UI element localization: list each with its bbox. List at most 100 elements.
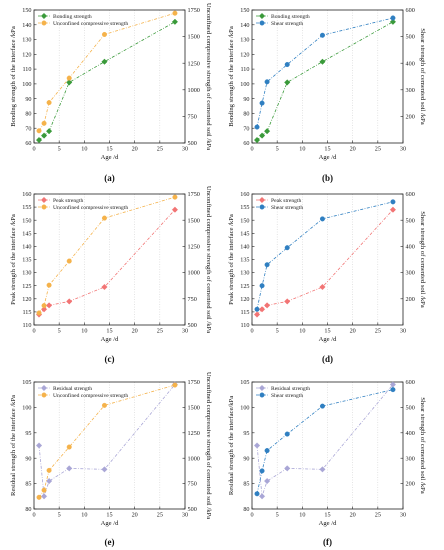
y-left-tick-label: 140 (22, 22, 31, 29)
y-right-tick-label: 500 (188, 140, 197, 147)
x-tick-label: 0 (32, 328, 35, 335)
x-tick-label: 25 (375, 512, 381, 519)
y-left-tick-label: 60 (25, 140, 31, 147)
data-point (253, 136, 261, 144)
data-point (264, 262, 270, 268)
y-left-tick-label: 85 (243, 481, 249, 488)
data-point (319, 216, 325, 222)
y-left-tick-label: 85 (25, 481, 31, 488)
x-tick-label: 10 (81, 146, 87, 153)
panel-caption: (b) (322, 173, 333, 183)
y-left-tick-label: 140 (240, 22, 249, 29)
data-point (319, 466, 326, 473)
y-right-tick-label: 500 (406, 217, 415, 224)
x-tick-label: 25 (375, 146, 381, 153)
chart-panel-f: 0 5 10 15 20 25 30 80 85 90 95 100 105 200 300 400 500 60… (228, 379, 426, 547)
x-tick-label: 30 (182, 512, 188, 519)
y-right-tick-label: 500 (188, 322, 197, 329)
data-point (390, 387, 396, 393)
series-line (256, 209, 394, 315)
y-right-tick-label: 1000 (188, 455, 200, 462)
data-point (264, 448, 270, 454)
x-tick-label: 15 (106, 146, 112, 153)
legend-label: Unconfined compressive strength (53, 204, 128, 211)
data-point (319, 32, 325, 38)
y-left-tick-label: 115 (22, 309, 31, 316)
y-left-tick-label: 150 (22, 7, 31, 14)
x-axis-title: Age /d (319, 336, 337, 343)
series-line (256, 389, 394, 494)
data-point (40, 493, 48, 500)
y-left-axis-title: Peak strength of the interface /kPa (10, 214, 17, 305)
y-left-tick-label: 80 (25, 111, 31, 118)
series-line (38, 384, 176, 497)
y-right-tick-label: 300 (406, 270, 415, 277)
x-tick-label: 5 (276, 328, 279, 335)
legend-marker (41, 20, 47, 26)
y-left-tick-label: 120 (22, 296, 31, 303)
chart-panel-a: 0 5 10 15 20 25 30 60 70 80 90 100 110 120 130 140 150 50… (10, 3, 212, 183)
x-tick-label: 0 (250, 328, 253, 335)
data-point (259, 283, 265, 289)
y-left-tick-label: 125 (22, 283, 31, 290)
chart-panel-d: 0 5 10 15 20 25 30 110 115 120 125 130 135 140 145 150 1… (228, 191, 426, 364)
y-right-axis-title: Unconfined compressive strength of cemen… (205, 372, 212, 519)
series-line (256, 21, 394, 141)
y-left-tick-label: 95 (25, 430, 31, 437)
data-point (258, 132, 266, 139)
y-left-tick-label: 60 (243, 140, 249, 147)
y-right-tick-label: 400 (406, 244, 415, 251)
data-point (66, 465, 73, 472)
data-point (41, 303, 47, 309)
legend-label: Shear strength (271, 205, 303, 211)
legend-label: Shear strength (271, 393, 303, 399)
data-point (66, 75, 72, 81)
y-left-tick-label: 160 (240, 191, 249, 198)
y-left-tick-label: 105 (22, 379, 31, 386)
y-left-tick-label: 105 (240, 379, 249, 386)
y-left-tick-label: 130 (240, 37, 249, 44)
x-tick-label: 10 (299, 146, 305, 153)
y-left-tick-label: 115 (240, 309, 249, 316)
data-point (264, 79, 270, 85)
y-right-tick-label: 750 (188, 481, 197, 488)
legend-marker (41, 392, 47, 398)
y-left-tick-label: 100 (22, 81, 31, 88)
x-tick-label: 10 (81, 328, 87, 335)
x-tick-label: 30 (182, 328, 188, 335)
legend-marker (40, 196, 48, 204)
x-tick-label: 0 (250, 512, 253, 519)
y-left-tick-label: 90 (25, 455, 31, 462)
legend-marker (40, 12, 48, 20)
data-point (254, 306, 260, 312)
y-right-tick-label: 1250 (188, 244, 200, 251)
data-point (40, 306, 48, 313)
y-left-tick-label: 145 (22, 230, 31, 237)
y-right-tick-label: 500 (188, 506, 197, 513)
y-right-axis-title: Unconfined compressive strength of cemen… (205, 186, 212, 333)
y-left-tick-label: 110 (22, 322, 31, 329)
y-left-tick-label: 150 (240, 7, 249, 14)
series-unconfined-compressive-strength (36, 10, 178, 134)
y-right-tick-label: 1000 (188, 87, 200, 94)
y-right-axis-title: Shear strength of cemented soil /kPa (419, 28, 426, 125)
y-left-tick-label: 110 (22, 66, 31, 73)
data-point (284, 465, 291, 472)
data-point (36, 128, 42, 134)
y-left-tick-label: 150 (240, 217, 249, 224)
panel-caption: (e) (105, 537, 115, 547)
legend-label: Peak strength (53, 198, 83, 204)
y-right-tick-label: 200 (406, 114, 415, 121)
data-point (66, 79, 73, 86)
panel-caption: (f) (323, 537, 332, 547)
legend-marker (258, 196, 266, 204)
x-tick-label: 30 (182, 146, 188, 153)
x-tick-label: 30 (400, 512, 406, 519)
legend-label: Residual strength (271, 386, 310, 392)
x-tick-label: 5 (58, 146, 61, 153)
x-axis-title: Age /d (319, 520, 337, 527)
y-left-tick-label: 110 (240, 66, 249, 73)
x-tick-label: 0 (32, 146, 35, 153)
y-left-tick-label: 80 (25, 506, 31, 513)
